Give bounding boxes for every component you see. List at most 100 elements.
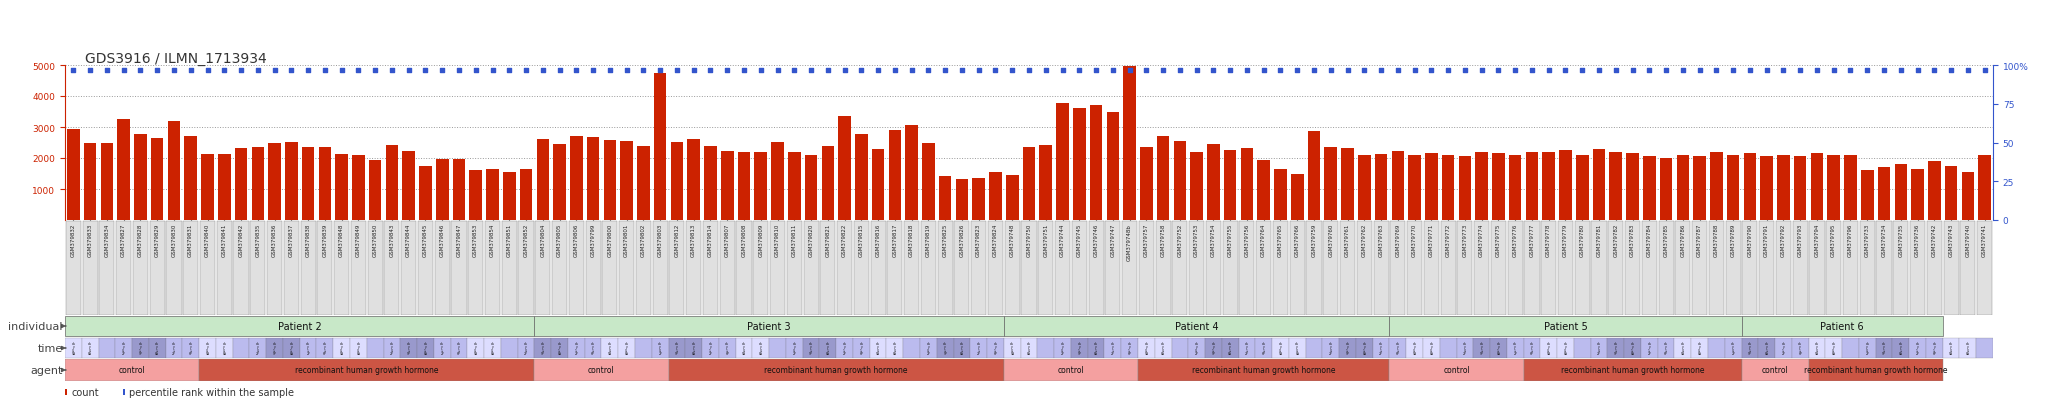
Text: GSM379785: GSM379785 <box>1663 223 1669 256</box>
Text: da
y
0,
2P: da y 0, 2P <box>1597 341 1602 356</box>
FancyBboxPatch shape <box>1708 338 1724 358</box>
Point <box>995 67 1028 74</box>
Point <box>862 67 895 74</box>
FancyBboxPatch shape <box>1239 338 1255 358</box>
FancyBboxPatch shape <box>182 221 199 315</box>
FancyBboxPatch shape <box>586 221 600 315</box>
FancyBboxPatch shape <box>1759 221 1774 315</box>
FancyBboxPatch shape <box>1407 338 1423 358</box>
Bar <box>872 150 885 221</box>
FancyBboxPatch shape <box>719 221 735 315</box>
Bar <box>1358 156 1370 221</box>
FancyBboxPatch shape <box>819 338 836 358</box>
Text: GSM379764: GSM379764 <box>1262 223 1266 256</box>
Point <box>811 67 844 74</box>
Bar <box>520 169 532 221</box>
FancyBboxPatch shape <box>1356 221 1372 315</box>
FancyBboxPatch shape <box>602 221 616 315</box>
FancyBboxPatch shape <box>518 338 535 358</box>
Text: GSM379740: GSM379740 <box>1966 223 1970 256</box>
Point <box>1364 67 1397 74</box>
Point <box>1030 67 1063 74</box>
FancyBboxPatch shape <box>100 221 115 315</box>
FancyBboxPatch shape <box>1071 221 1087 315</box>
Bar <box>217 154 231 221</box>
Text: individual: individual <box>8 321 63 331</box>
Point <box>762 67 795 74</box>
Text: GSM379762: GSM379762 <box>1362 223 1366 256</box>
FancyBboxPatch shape <box>1808 359 1944 381</box>
Text: GSM379801: GSM379801 <box>625 223 629 256</box>
FancyBboxPatch shape <box>301 221 315 315</box>
Text: da
y
1,
5P: da y 1, 5P <box>541 341 545 356</box>
Point <box>375 67 408 74</box>
FancyBboxPatch shape <box>854 221 868 315</box>
Text: da
y
0,
2P: da y 0, 2P <box>256 341 260 356</box>
Text: da
y
1,
6P: da y 1, 6P <box>993 341 997 356</box>
Bar <box>1409 156 1421 221</box>
Bar <box>117 120 129 221</box>
FancyBboxPatch shape <box>954 221 969 315</box>
FancyBboxPatch shape <box>66 221 82 315</box>
FancyBboxPatch shape <box>1274 221 1288 315</box>
Text: da
y
0,
8A: da y 0, 8A <box>1831 341 1835 356</box>
Bar <box>1946 166 1958 221</box>
Text: GSM379790: GSM379790 <box>1747 223 1753 256</box>
Text: da
y
0,
2P: da y 0, 2P <box>524 341 528 356</box>
FancyBboxPatch shape <box>266 338 283 358</box>
FancyBboxPatch shape <box>1491 338 1507 358</box>
FancyBboxPatch shape <box>920 338 936 358</box>
FancyBboxPatch shape <box>786 338 803 358</box>
FancyBboxPatch shape <box>1372 338 1389 358</box>
FancyBboxPatch shape <box>987 338 1004 358</box>
Point <box>1130 67 1163 74</box>
Bar <box>653 74 666 221</box>
Bar <box>504 173 516 221</box>
Text: recombinant human growth hormone: recombinant human growth hormone <box>1804 366 1948 375</box>
Bar <box>1040 145 1053 221</box>
FancyBboxPatch shape <box>870 221 885 315</box>
FancyBboxPatch shape <box>1038 338 1055 358</box>
Text: da
y
1,
6P: da y 1, 6P <box>1665 341 1667 356</box>
Text: da
y
0,
5A: da y 0, 5A <box>877 341 881 356</box>
FancyBboxPatch shape <box>1776 221 1792 315</box>
Bar <box>1761 156 1774 221</box>
FancyBboxPatch shape <box>635 338 651 358</box>
Text: GSM379823: GSM379823 <box>977 223 981 256</box>
FancyBboxPatch shape <box>1290 221 1305 315</box>
Bar <box>485 169 500 221</box>
FancyBboxPatch shape <box>1307 338 1323 358</box>
Bar <box>1710 152 1722 221</box>
Bar <box>1694 157 1706 221</box>
Text: GSM379789: GSM379789 <box>1731 223 1735 256</box>
Bar <box>537 140 549 221</box>
Bar <box>621 141 633 221</box>
FancyBboxPatch shape <box>1524 221 1540 315</box>
Point <box>594 67 627 74</box>
FancyBboxPatch shape <box>1038 221 1053 315</box>
Text: da
y
0,
2P: da y 0, 2P <box>389 341 393 356</box>
Text: da
y
1,
6P: da y 1, 6P <box>1530 341 1534 356</box>
Bar <box>688 140 700 221</box>
FancyBboxPatch shape <box>737 221 752 315</box>
FancyBboxPatch shape <box>1925 338 1944 358</box>
FancyBboxPatch shape <box>350 338 367 358</box>
Text: recombinant human growth hormone: recombinant human growth hormone <box>295 366 438 375</box>
FancyBboxPatch shape <box>518 221 535 315</box>
Bar <box>553 145 565 221</box>
Bar <box>401 152 416 221</box>
Point <box>1817 67 1849 74</box>
Text: control: control <box>1444 366 1470 375</box>
Point <box>1196 67 1229 74</box>
Text: GSM379819: GSM379819 <box>926 223 932 256</box>
FancyBboxPatch shape <box>117 221 131 315</box>
Text: GSM379847: GSM379847 <box>457 223 461 256</box>
Text: GSM379844: GSM379844 <box>406 223 412 256</box>
Point <box>1632 67 1665 74</box>
Bar <box>1073 109 1085 221</box>
Text: da
y
1,
8A: da y 1, 8A <box>156 341 160 356</box>
Point <box>1835 67 1868 74</box>
Point <box>1599 67 1632 74</box>
FancyBboxPatch shape <box>250 221 266 315</box>
Point <box>578 67 610 74</box>
